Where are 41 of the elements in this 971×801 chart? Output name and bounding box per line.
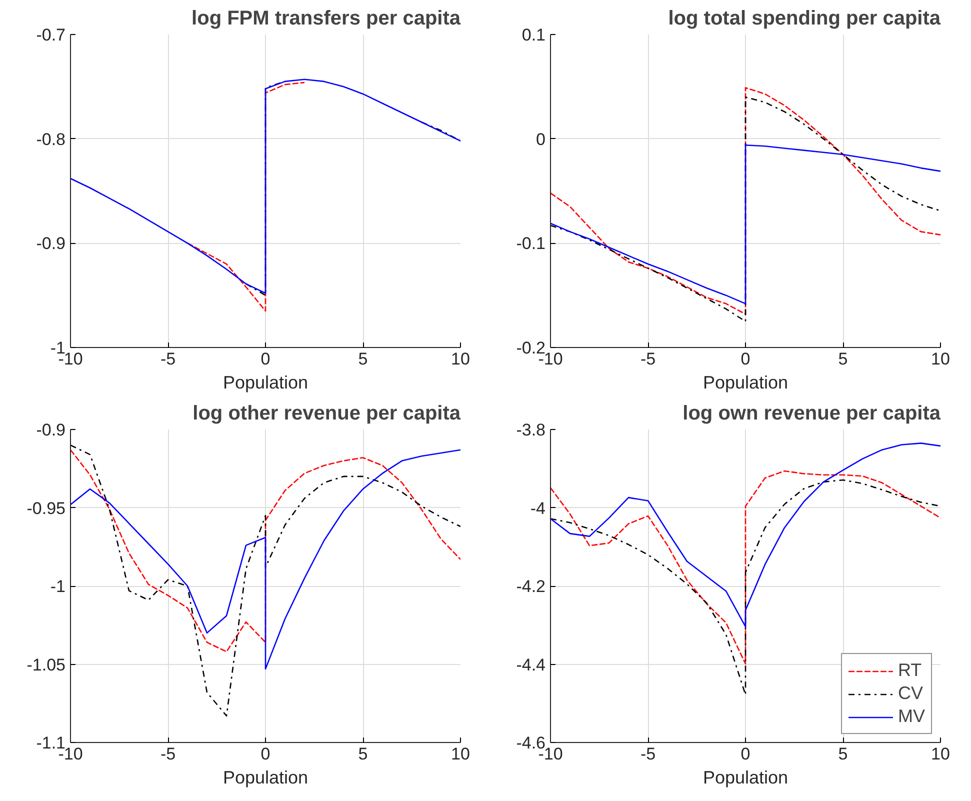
- x-tick-label: 10: [931, 744, 950, 764]
- y-tick-label: -4.4: [516, 655, 546, 674]
- y-tick-label: -0.95: [26, 498, 66, 518]
- legend-label: MV: [898, 706, 925, 727]
- chart-title: log own revenue per capita: [682, 402, 942, 424]
- chart-title: log total spending per capita: [668, 8, 942, 30]
- x-tick-label: 5: [358, 744, 368, 764]
- x-tick-label: 5: [838, 350, 848, 368]
- y-tick-label: -1.05: [26, 655, 66, 674]
- x-tick-label: -5: [160, 350, 176, 368]
- y-tick-label: -0.1: [516, 234, 546, 254]
- y-tick-label: 0: [536, 130, 546, 149]
- legend-label: CV: [898, 683, 924, 704]
- y-tick-label: -0.9: [36, 234, 66, 254]
- x-tick-label: 0: [260, 744, 270, 764]
- y-tick-label: -4: [530, 498, 546, 518]
- y-tick-label: -1: [50, 577, 66, 596]
- x-axis-title: Population: [702, 372, 788, 392]
- chart-title: log other revenue per capita: [192, 402, 462, 424]
- legend-label: RT: [898, 660, 922, 681]
- x-tick-label: -5: [160, 744, 176, 764]
- x-axis-title: Population: [222, 372, 308, 392]
- x-axis-title: Population: [702, 768, 788, 788]
- x-tick-label: 0: [740, 744, 750, 764]
- y-tick-label: -4.2: [516, 577, 546, 596]
- y-tick-label: -0.8: [36, 130, 66, 149]
- x-axis-title: Population: [222, 768, 308, 788]
- y-tick-label: -3.8: [516, 420, 546, 440]
- y-tick-label: -0.9: [36, 420, 66, 440]
- y-tick-label: 0.1: [522, 26, 546, 44]
- x-tick-label: 0: [740, 350, 750, 368]
- x-tick-label: 10: [451, 350, 470, 368]
- x-tick-label: 10: [931, 350, 950, 368]
- x-tick-label: 0: [260, 350, 270, 368]
- y-tick-label: -0.7: [36, 26, 66, 44]
- x-tick-label: 5: [358, 350, 368, 368]
- x-tick-label: 5: [838, 744, 848, 764]
- x-tick-label: 10: [451, 744, 470, 764]
- chart-title: log FPM transfers per capita: [192, 8, 462, 30]
- x-tick-label: -5: [640, 744, 656, 764]
- x-tick-label: -5: [640, 350, 656, 368]
